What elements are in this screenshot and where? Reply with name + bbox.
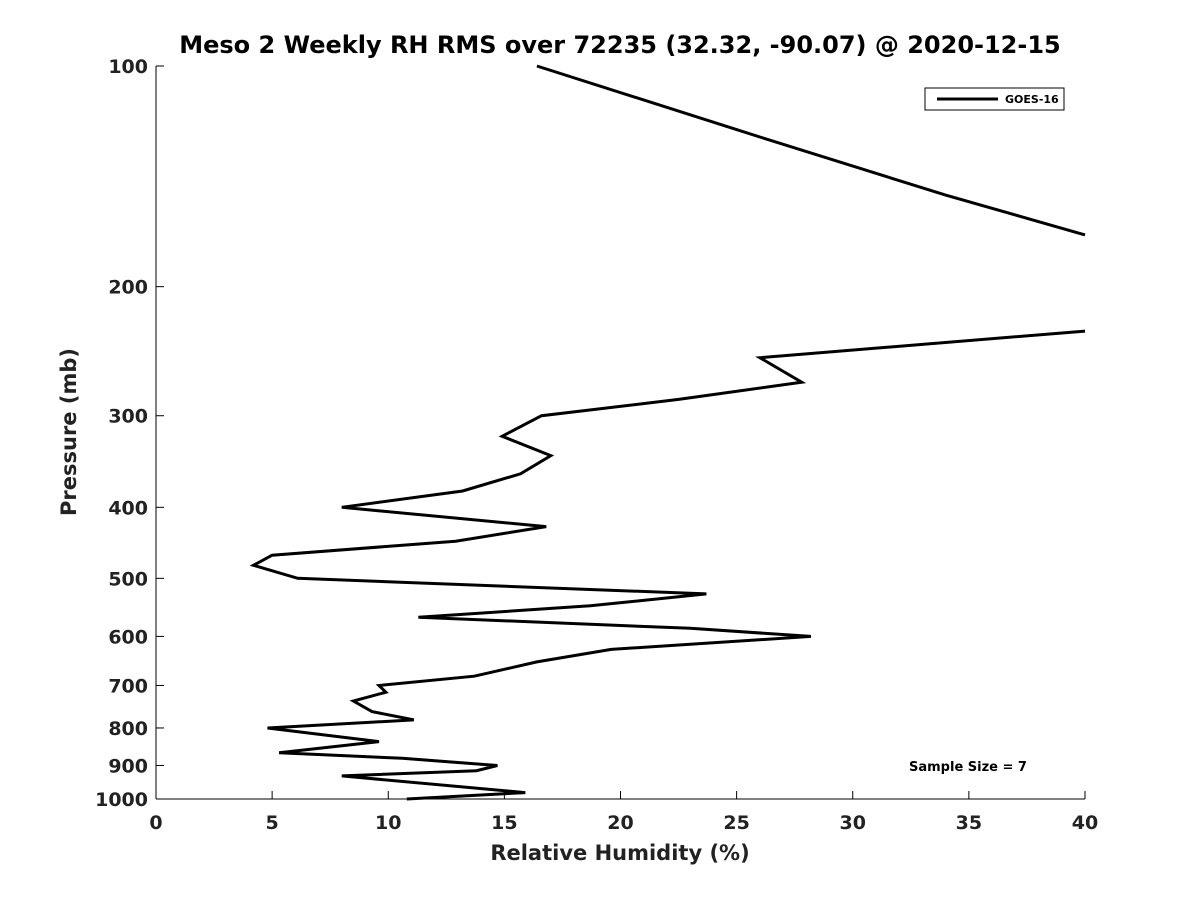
y-tick-label: 400 bbox=[108, 497, 148, 519]
sample-size-annotation: Sample Size = 7 bbox=[909, 760, 1027, 775]
x-tick-label: 30 bbox=[840, 812, 866, 834]
x-tick-label: 20 bbox=[607, 812, 633, 834]
x-tick-label: 10 bbox=[375, 812, 401, 834]
series-line-goes-16-segment-2 bbox=[249, 329, 1086, 801]
x-tick-label: 15 bbox=[491, 812, 517, 834]
y-tick-label: 800 bbox=[108, 718, 148, 740]
x-axis-label: Relative Humidity (%) bbox=[490, 841, 749, 865]
y-tick-label: 700 bbox=[108, 675, 148, 697]
x-tick-label: 25 bbox=[723, 812, 749, 834]
y-axis-label: Pressure (mb) bbox=[57, 348, 81, 516]
y-tick-label: 200 bbox=[108, 277, 148, 299]
legend-entry-goes-16: GOES-16 bbox=[1005, 93, 1059, 106]
y-tick-label: 500 bbox=[108, 568, 148, 590]
plot-area: 0 5 10 15 20 25 30 35 40 100 200 300 400 500 600 700 80… bbox=[95, 56, 1098, 834]
x-tick-label: 0 bbox=[149, 812, 162, 834]
x-tick-label: 40 bbox=[1072, 812, 1098, 834]
x-tick-label: 5 bbox=[266, 812, 279, 834]
legend: GOES-16 bbox=[924, 87, 1065, 111]
y-tick-label: 100 bbox=[108, 56, 148, 78]
series-line-goes-16-segment-1 bbox=[536, 64, 1086, 237]
y-tick-label: 600 bbox=[108, 626, 148, 648]
chart-title: Meso 2 Weekly RH RMS over 72235 (32.32, … bbox=[179, 31, 1061, 59]
series-group bbox=[249, 64, 1086, 801]
y-tick-label: 900 bbox=[108, 755, 148, 777]
x-tick-label: 35 bbox=[956, 812, 982, 834]
y-tick-label: 1000 bbox=[95, 789, 148, 811]
y-tick-label: 300 bbox=[108, 406, 148, 428]
x-ticks: 0 5 10 15 20 25 30 35 40 bbox=[149, 791, 1098, 834]
y-ticks: 100 200 300 400 500 600 700 800 900 1000 bbox=[95, 56, 164, 811]
